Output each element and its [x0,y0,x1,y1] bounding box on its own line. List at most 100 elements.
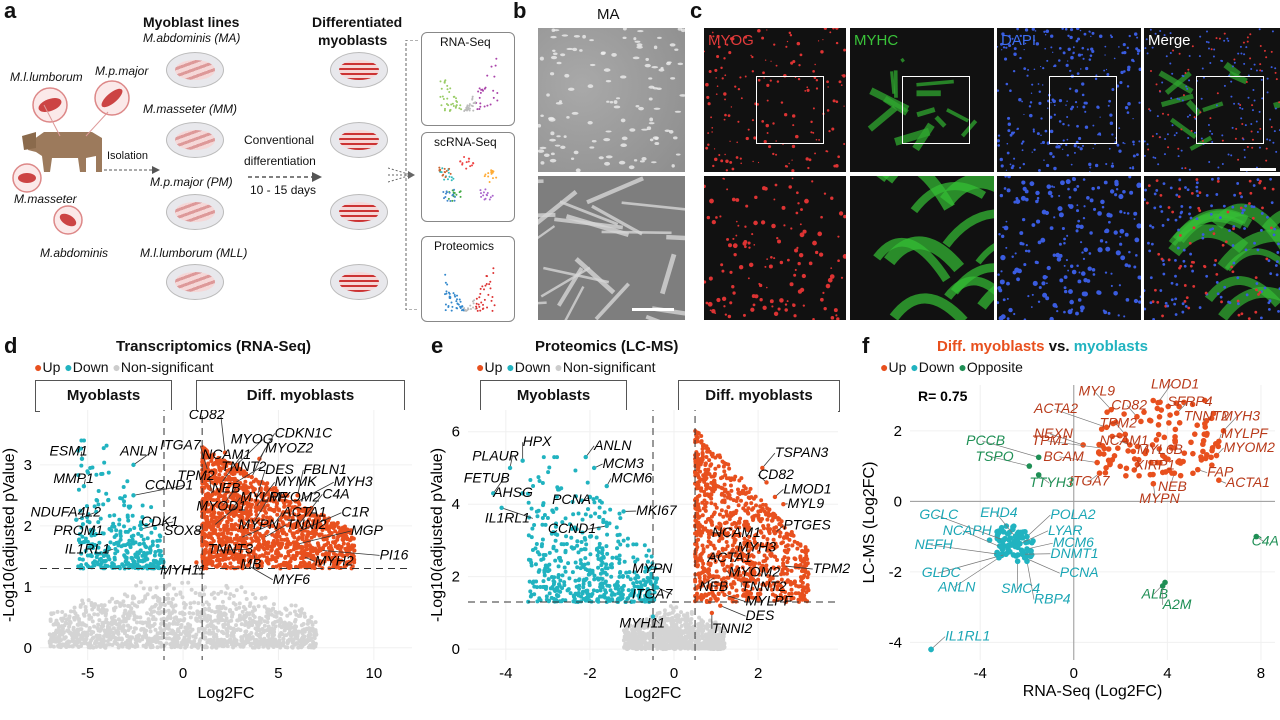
down-point [77,532,82,537]
nucleus [832,99,836,103]
nucleus [750,307,755,312]
down-point [77,537,82,542]
nucleus [1044,129,1048,133]
nucleus [724,98,726,101]
nucleus [1062,122,1065,126]
nucleus [1200,137,1203,140]
thumb-point [478,296,481,299]
up-point [332,541,337,546]
down-point [97,557,102,562]
thumb-point [444,273,447,276]
down-point [141,558,146,563]
thumb-point [471,300,474,303]
nucleus [1030,306,1033,308]
nucleus [823,192,827,195]
nucleus [1159,205,1162,209]
ns-point [247,616,252,621]
up-point [317,516,322,521]
nucleus [822,39,824,41]
nucleus [764,265,767,268]
down-point [149,505,154,510]
nucleus [1269,272,1273,276]
rnaseq-label: RNA-Seq [440,35,491,49]
gene-leader [141,521,174,530]
days-label: 10 - 15 days [250,183,317,197]
ns-point [203,630,208,635]
nucleus [1063,264,1066,267]
nucleus [815,79,819,82]
up-point [352,548,357,553]
gene-leader [297,481,334,502]
nucleus [1075,39,1079,43]
down-point [82,539,87,544]
nucleus [1058,46,1062,50]
ns-point [83,604,88,609]
nucleus [751,55,754,59]
panel-d-title: Transcriptomics (RNA-Seq) [116,338,312,355]
cell [605,155,613,159]
nucleus [1211,141,1214,144]
ns-point [305,621,310,626]
gene-point [222,450,228,455]
up-point [214,457,219,462]
ns-point [261,644,266,649]
gene-label-ndufa4l2: NDUFA4L2 [30,504,101,520]
nucleus [1215,281,1219,284]
down-point [91,563,96,568]
cell [552,49,556,52]
nucleus [1245,80,1248,83]
gene-label-myoz2: MYOZ2 [265,440,313,456]
nucleus [1078,271,1081,274]
down-point [112,542,117,547]
thumb-point [488,198,491,201]
up-point [305,543,310,548]
y-tick-label: 4 [452,496,460,513]
nucleus [1151,225,1155,229]
cell [566,116,570,119]
nucleus [1234,137,1237,140]
nucleus [731,37,735,41]
up-point [305,533,310,538]
nucleus [1106,73,1110,76]
down-point [132,525,137,530]
nucleus [1155,189,1159,192]
ns-point [139,627,144,632]
gene-point [211,523,216,529]
nucleus [757,161,760,164]
ns-point [141,586,146,591]
thumb-point [444,195,447,198]
ns-point [239,585,244,590]
ns-point [180,580,185,585]
cell [589,146,595,149]
up-point [286,515,291,520]
up-point [249,527,254,532]
gene-label-c4a: C4A [322,485,349,501]
nucleus [1065,179,1071,185]
nucleus [1070,107,1073,111]
gene-leader [76,512,95,521]
nucleus [1148,108,1151,111]
up-point [236,523,241,528]
up-point [287,503,292,508]
ns-point [122,603,127,608]
ns-point [151,639,156,644]
nucleus [1256,248,1260,252]
down-point [156,560,161,565]
gene-leader [272,512,283,527]
ns-point [205,640,210,645]
up-point [285,493,290,498]
thumb-point [453,293,456,296]
nucleus [1053,166,1057,171]
up-point [312,562,317,567]
up-point [282,537,287,542]
rnaseq-thumb-volcano [439,57,499,112]
nucleus [1092,124,1095,127]
nucleus [1263,186,1267,190]
up-point [279,515,284,520]
nucleus [1245,293,1249,297]
cell [641,156,647,161]
up-point [297,535,302,540]
ns-point [250,592,255,597]
thumb-point [465,167,468,170]
down-point [129,534,134,539]
